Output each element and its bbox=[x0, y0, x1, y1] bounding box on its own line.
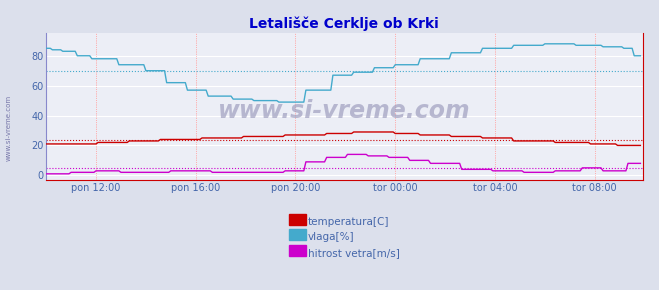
Text: www.si-vreme.com: www.si-vreme.com bbox=[218, 99, 471, 123]
Text: www.si-vreme.com: www.si-vreme.com bbox=[5, 95, 12, 161]
Legend: temperatura[C], vlaga[%], hitrost vetra[m/s]: temperatura[C], vlaga[%], hitrost vetra[… bbox=[289, 217, 399, 258]
Title: Letališče Cerklje ob Krki: Letališče Cerklje ob Krki bbox=[250, 16, 439, 31]
